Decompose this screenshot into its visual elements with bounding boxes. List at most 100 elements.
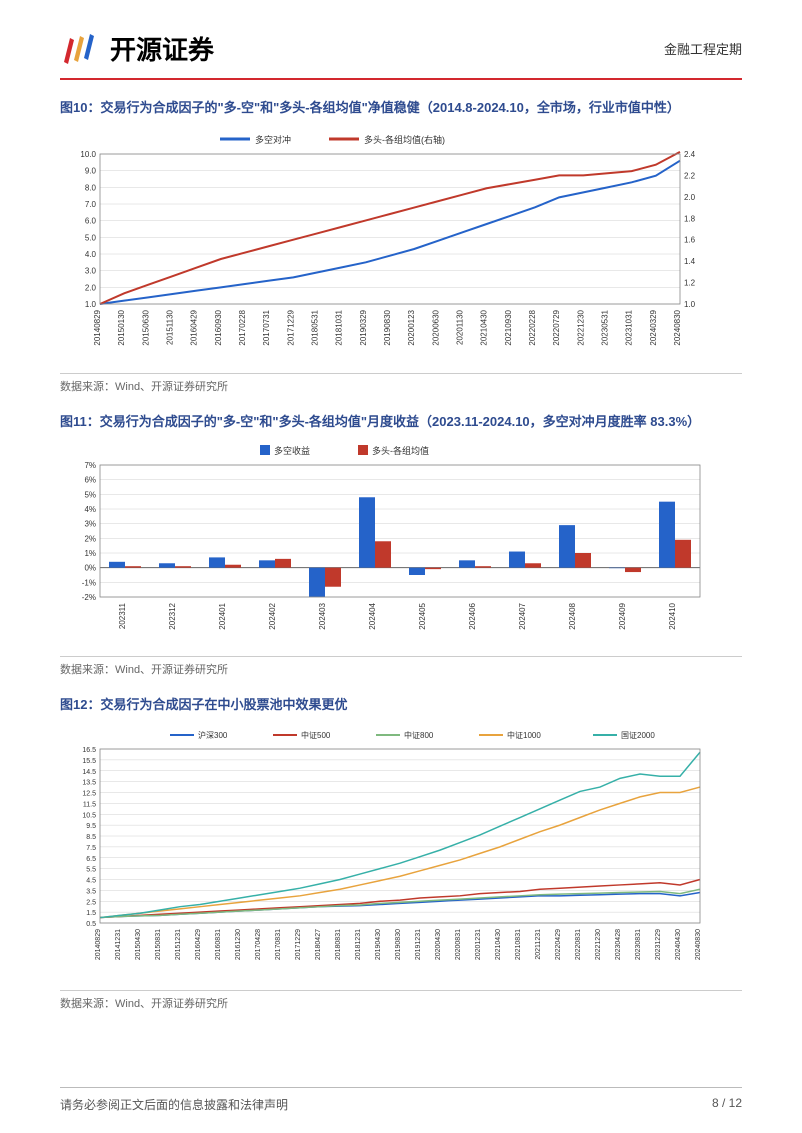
svg-text:20151130: 20151130	[166, 309, 175, 345]
svg-text:20201130: 20201130	[456, 309, 465, 345]
svg-text:20240830: 20240830	[673, 309, 682, 345]
svg-text:20150630: 20150630	[141, 309, 150, 345]
svg-text:20190830: 20190830	[395, 928, 402, 959]
svg-text:202403: 202403	[318, 602, 327, 629]
svg-text:20221230: 20221230	[576, 309, 585, 345]
figure-10: 图10：交易行为合成因子的"多-空"和"多头-各组均值"净值稳健（2014.8-…	[60, 98, 742, 394]
svg-text:202408: 202408	[568, 602, 577, 629]
svg-text:7.5: 7.5	[86, 844, 96, 851]
svg-text:20170428: 20170428	[255, 928, 262, 959]
figure-10-source: 数据来源：Wind、开源证券研究所	[60, 378, 742, 394]
svg-text:5%: 5%	[84, 490, 96, 499]
svg-text:20160831: 20160831	[215, 928, 222, 959]
svg-text:20210430: 20210430	[480, 309, 489, 345]
svg-text:20230831: 20230831	[635, 928, 642, 959]
page-header: 开源证券 金融工程定期	[60, 0, 742, 80]
svg-text:20230428: 20230428	[615, 928, 622, 959]
svg-text:20181031: 20181031	[335, 309, 344, 345]
svg-text:20200123: 20200123	[407, 309, 416, 345]
svg-text:20171229: 20171229	[286, 309, 295, 345]
figure-11-source: 数据来源：Wind、开源证券研究所	[60, 661, 742, 677]
svg-text:中证500: 中证500	[301, 730, 331, 740]
svg-text:202407: 202407	[518, 602, 527, 629]
svg-text:10.5: 10.5	[82, 812, 96, 819]
page-footer: 请务必参阅正文后面的信息披露和法律声明 8 / 12	[60, 1087, 742, 1113]
svg-text:20210930: 20210930	[504, 309, 513, 345]
svg-text:20150430: 20150430	[135, 928, 142, 959]
figure-11-chart: -2%-1%0%1%2%3%4%5%6%7%202311202312202401…	[60, 437, 742, 657]
svg-text:4%: 4%	[84, 505, 96, 514]
svg-text:5.5: 5.5	[86, 866, 96, 873]
svg-text:202312: 202312	[168, 602, 177, 629]
figure-12-title: 图12：交易行为合成因子在中小股票池中效果更优	[60, 695, 742, 715]
svg-text:20231229: 20231229	[655, 928, 662, 959]
svg-text:20140829: 20140829	[95, 928, 102, 959]
svg-text:202311: 202311	[118, 602, 127, 629]
figure-12-source: 数据来源：Wind、开源证券研究所	[60, 995, 742, 1011]
svg-text:12.5: 12.5	[82, 790, 96, 797]
svg-text:202406: 202406	[468, 602, 477, 629]
svg-text:20220228: 20220228	[528, 309, 537, 345]
svg-text:1%: 1%	[84, 549, 96, 558]
svg-text:沪深300: 沪深300	[198, 730, 228, 740]
svg-text:20151231: 20151231	[175, 928, 182, 959]
svg-text:国证2000: 国证2000	[621, 731, 655, 740]
svg-text:20170731: 20170731	[262, 309, 271, 345]
svg-text:多空对冲: 多空对冲	[255, 134, 291, 145]
svg-text:8.5: 8.5	[86, 834, 96, 841]
svg-text:10.0: 10.0	[80, 150, 96, 159]
svg-text:202402: 202402	[268, 602, 277, 629]
svg-text:14.5: 14.5	[82, 768, 96, 775]
svg-text:202410: 202410	[668, 602, 677, 629]
svg-text:2.2: 2.2	[684, 171, 696, 180]
document-category: 金融工程定期	[664, 39, 742, 58]
svg-text:20141231: 20141231	[115, 928, 122, 959]
figure-11-svg: -2%-1%0%1%2%3%4%5%6%7%202311202312202401…	[60, 437, 720, 647]
svg-text:8.0: 8.0	[85, 183, 97, 192]
svg-text:-1%: -1%	[82, 578, 96, 587]
footer-disclaimer: 请务必参阅正文后面的信息披露和法律声明	[60, 1096, 288, 1113]
svg-text:1.0: 1.0	[85, 300, 97, 309]
svg-text:3%: 3%	[84, 520, 96, 529]
svg-text:20240830: 20240830	[695, 928, 702, 959]
svg-text:2.0: 2.0	[684, 192, 696, 201]
svg-text:20240329: 20240329	[649, 309, 658, 345]
svg-text:1.8: 1.8	[684, 214, 696, 223]
svg-text:20210831: 20210831	[515, 928, 522, 959]
svg-text:5.0: 5.0	[85, 233, 97, 242]
svg-text:7.0: 7.0	[85, 200, 97, 209]
svg-text:-2%: -2%	[82, 593, 96, 602]
svg-text:20160930: 20160930	[214, 309, 223, 345]
logo-area: 开源证券	[60, 28, 214, 68]
svg-text:20160429: 20160429	[190, 309, 199, 345]
svg-text:20211231: 20211231	[535, 928, 542, 959]
figure-12-chart: 0.51.52.53.54.55.56.57.58.59.510.511.512…	[60, 721, 742, 991]
svg-text:2%: 2%	[84, 534, 96, 543]
figure-12-svg: 0.51.52.53.54.55.56.57.58.59.510.511.512…	[60, 721, 720, 981]
svg-text:20200630: 20200630	[431, 309, 440, 345]
svg-text:202405: 202405	[418, 602, 427, 629]
svg-text:1.5: 1.5	[86, 910, 96, 917]
svg-text:6%: 6%	[84, 476, 96, 485]
svg-text:20140829: 20140829	[93, 309, 102, 345]
svg-text:202401: 202401	[218, 602, 227, 629]
svg-text:4.5: 4.5	[86, 877, 96, 884]
figure-10-svg: 1.02.03.04.05.06.07.08.09.010.01.01.21.4…	[60, 124, 720, 364]
svg-text:20170831: 20170831	[275, 928, 282, 959]
figure-11: 图11：交易行为合成因子的"多-空"和"多头-各组均值"月度收益（2023.11…	[60, 412, 742, 678]
svg-text:2.4: 2.4	[684, 150, 696, 159]
svg-text:6.5: 6.5	[86, 855, 96, 862]
svg-text:15.5: 15.5	[82, 757, 96, 764]
figure-10-chart: 1.02.03.04.05.06.07.08.09.010.01.01.21.4…	[60, 124, 742, 374]
svg-text:9.5: 9.5	[86, 823, 96, 830]
svg-text:1.2: 1.2	[684, 278, 696, 287]
svg-text:20231031: 20231031	[625, 309, 634, 345]
svg-text:2.0: 2.0	[85, 283, 97, 292]
svg-text:20200831: 20200831	[455, 928, 462, 959]
svg-text:16.5: 16.5	[82, 747, 96, 754]
figure-12: 图12：交易行为合成因子在中小股票池中效果更优 0.51.52.53.54.55…	[60, 695, 742, 1011]
svg-text:20220831: 20220831	[575, 928, 582, 959]
figure-11-title: 图11：交易行为合成因子的"多-空"和"多头-各组均值"月度收益（2023.11…	[60, 412, 742, 432]
svg-text:20190430: 20190430	[375, 928, 382, 959]
svg-text:1.6: 1.6	[684, 235, 696, 244]
